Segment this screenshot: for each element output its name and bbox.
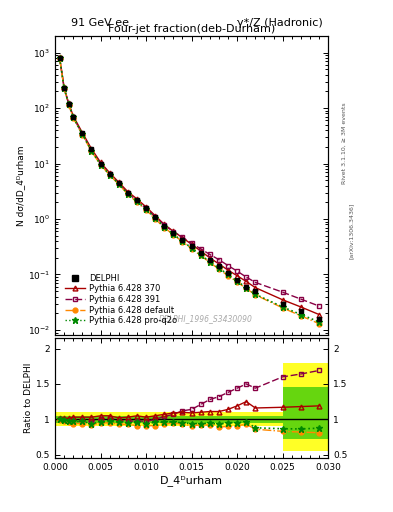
- Text: [arXiv:1306.3436]: [arXiv:1306.3436]: [349, 202, 354, 259]
- Text: Rivet 3.1.10, ≥ 3M events: Rivet 3.1.10, ≥ 3M events: [342, 102, 346, 184]
- Y-axis label: N dσ/dD_4ᴰurham: N dσ/dD_4ᴰurham: [16, 145, 25, 226]
- Text: 91 GeV ee: 91 GeV ee: [71, 18, 129, 28]
- X-axis label: D_4ᴰurham: D_4ᴰurham: [160, 475, 223, 486]
- Text: γ*/Z (Hadronic): γ*/Z (Hadronic): [237, 18, 322, 28]
- Y-axis label: Ratio to DELPHI: Ratio to DELPHI: [24, 363, 33, 433]
- Text: DELPHI_1996_S3430090: DELPHI_1996_S3430090: [158, 314, 252, 324]
- Legend: DELPHI, Pythia 6.428 370, Pythia 6.428 391, Pythia 6.428 default, Pythia 6.428 p: DELPHI, Pythia 6.428 370, Pythia 6.428 3…: [65, 273, 177, 325]
- Title: Four-jet fraction(deb-Durham): Four-jet fraction(deb-Durham): [108, 24, 275, 34]
